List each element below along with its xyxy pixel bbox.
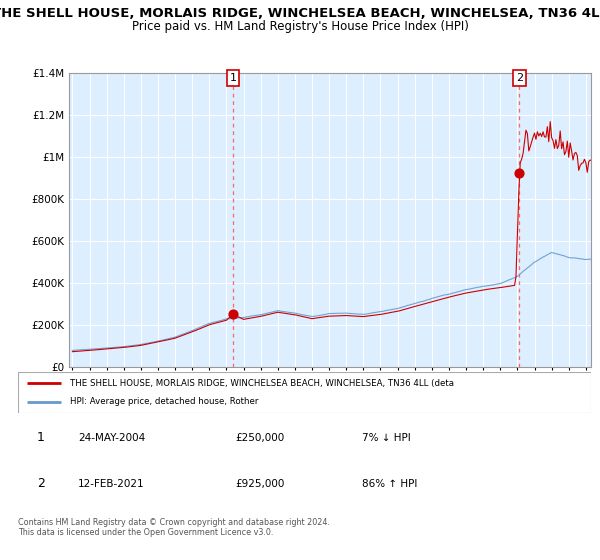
Text: HPI: Average price, detached house, Rother: HPI: Average price, detached house, Roth… <box>70 398 258 407</box>
Text: THE SHELL HOUSE, MORLAIS RIDGE, WINCHELSEA BEACH, WINCHELSEA, TN36 4LL: THE SHELL HOUSE, MORLAIS RIDGE, WINCHELS… <box>0 7 600 20</box>
Text: 7% ↓ HPI: 7% ↓ HPI <box>362 432 410 442</box>
Text: 2: 2 <box>516 73 523 83</box>
Text: THE SHELL HOUSE, MORLAIS RIDGE, WINCHELSEA BEACH, WINCHELSEA, TN36 4LL (deta: THE SHELL HOUSE, MORLAIS RIDGE, WINCHELS… <box>70 379 454 388</box>
Text: £250,000: £250,000 <box>236 432 285 442</box>
Bar <box>25 375 56 388</box>
Text: 12-FEB-2021: 12-FEB-2021 <box>78 479 145 489</box>
Text: Price paid vs. HM Land Registry's House Price Index (HPI): Price paid vs. HM Land Registry's House … <box>131 20 469 33</box>
Text: 86% ↑ HPI: 86% ↑ HPI <box>362 479 417 489</box>
Text: 24-MAY-2004: 24-MAY-2004 <box>78 432 145 442</box>
Text: Contains HM Land Registry data © Crown copyright and database right 2024.
This d: Contains HM Land Registry data © Crown c… <box>18 518 330 538</box>
Text: £925,000: £925,000 <box>236 479 285 489</box>
Point <box>515 168 524 177</box>
Text: 1: 1 <box>37 431 44 444</box>
Point <box>228 310 238 319</box>
Text: 2: 2 <box>37 477 44 490</box>
Text: 1: 1 <box>229 73 236 83</box>
Bar <box>25 395 56 408</box>
